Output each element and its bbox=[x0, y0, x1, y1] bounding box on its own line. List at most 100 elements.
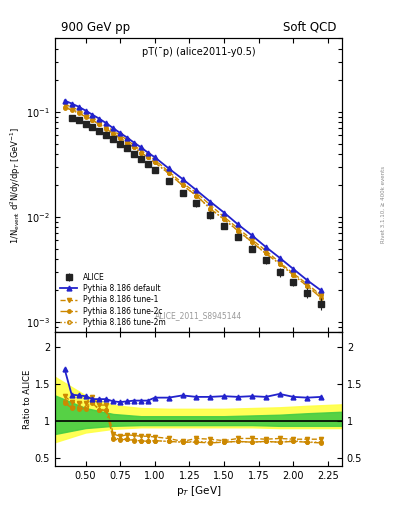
Pythia 8.186 tune-1 bbox=[180, 180, 185, 186]
Pythia 8.186 tune-2m bbox=[145, 154, 150, 160]
Pythia 8.186 tune-2m bbox=[305, 283, 310, 289]
Pythia 8.186 tune-1 bbox=[194, 190, 199, 196]
Pythia 8.186 tune-1 bbox=[208, 202, 213, 208]
Pythia 8.186 tune-2c bbox=[263, 250, 268, 257]
Line: Pythia 8.186 tune-2m: Pythia 8.186 tune-2m bbox=[63, 105, 323, 297]
Pythia 8.186 default bbox=[180, 176, 185, 182]
Pythia 8.186 tune-2m bbox=[277, 261, 282, 267]
Pythia 8.186 default bbox=[111, 125, 116, 131]
Pythia 8.186 tune-2m bbox=[76, 109, 81, 115]
Pythia 8.186 default bbox=[97, 116, 102, 122]
Pythia 8.186 default bbox=[118, 130, 123, 136]
Pythia 8.186 tune-2m bbox=[250, 239, 254, 245]
Pythia 8.186 tune-2c bbox=[291, 272, 296, 278]
Pythia 8.186 tune-2c bbox=[208, 206, 213, 212]
Pythia 8.186 tune-2c bbox=[83, 114, 88, 120]
Pythia 8.186 tune-2m bbox=[236, 228, 241, 234]
Pythia 8.186 tune-1 bbox=[139, 147, 143, 154]
Pythia 8.186 tune-1 bbox=[319, 292, 323, 298]
Pythia 8.186 tune-2m bbox=[111, 130, 116, 136]
Pythia 8.186 tune-2c bbox=[194, 193, 199, 199]
Pythia 8.186 default bbox=[291, 266, 296, 272]
Pythia 8.186 tune-2m bbox=[104, 125, 108, 131]
Pythia 8.186 tune-2c bbox=[69, 107, 74, 113]
Pythia 8.186 tune-2m bbox=[222, 216, 226, 222]
Pythia 8.186 tune-2m bbox=[132, 144, 136, 151]
Pythia 8.186 default bbox=[69, 100, 74, 106]
Pythia 8.186 tune-2c bbox=[277, 261, 282, 267]
Pythia 8.186 tune-2c bbox=[125, 140, 129, 146]
Pythia 8.186 default bbox=[166, 165, 171, 172]
Pythia 8.186 tune-1 bbox=[277, 259, 282, 265]
Pythia 8.186 tune-1 bbox=[166, 168, 171, 175]
Pythia 8.186 tune-1 bbox=[236, 225, 241, 231]
Pythia 8.186 default bbox=[319, 287, 323, 293]
Pythia 8.186 tune-2c bbox=[132, 144, 136, 151]
Pythia 8.186 default bbox=[208, 199, 213, 205]
Pythia 8.186 tune-2c bbox=[145, 154, 150, 160]
Text: ALICE_2011_S8945144: ALICE_2011_S8945144 bbox=[155, 312, 242, 321]
Text: Rivet 3.1.10, ≥ 400k events: Rivet 3.1.10, ≥ 400k events bbox=[381, 166, 386, 243]
Pythia 8.186 tune-1 bbox=[132, 142, 136, 148]
Pythia 8.186 tune-1 bbox=[222, 214, 226, 220]
Pythia 8.186 tune-2c bbox=[76, 110, 81, 116]
Pythia 8.186 tune-2m bbox=[208, 206, 213, 212]
Pythia 8.186 default bbox=[194, 187, 199, 193]
Pythia 8.186 default bbox=[277, 254, 282, 261]
Pythia 8.186 tune-2m bbox=[152, 159, 157, 165]
X-axis label: p$_T$ [GeV]: p$_T$ [GeV] bbox=[176, 483, 221, 498]
Pythia 8.186 tune-2m bbox=[194, 193, 199, 199]
Legend: ALICE, Pythia 8.186 default, Pythia 8.186 tune-1, Pythia 8.186 tune-2c, Pythia 8: ALICE, Pythia 8.186 default, Pythia 8.18… bbox=[59, 271, 167, 329]
Pythia 8.186 tune-2m bbox=[180, 182, 185, 188]
Pythia 8.186 default bbox=[83, 108, 88, 114]
Pythia 8.186 tune-2c bbox=[118, 135, 123, 141]
Line: Pythia 8.186 tune-1: Pythia 8.186 tune-1 bbox=[62, 102, 323, 297]
Pythia 8.186 tune-2c bbox=[236, 228, 241, 234]
Pythia 8.186 tune-1 bbox=[111, 128, 116, 134]
Pythia 8.186 tune-2c bbox=[250, 239, 254, 245]
Pythia 8.186 default bbox=[139, 144, 143, 151]
Pythia 8.186 default bbox=[132, 140, 136, 146]
Pythia 8.186 tune-1 bbox=[104, 123, 108, 130]
Pythia 8.186 default bbox=[152, 154, 157, 160]
Pythia 8.186 tune-1 bbox=[263, 247, 268, 253]
Text: Soft QCD: Soft QCD bbox=[283, 21, 336, 34]
Pythia 8.186 tune-2m bbox=[139, 150, 143, 156]
Pythia 8.186 tune-1 bbox=[62, 101, 67, 108]
Pythia 8.186 default bbox=[263, 244, 268, 250]
Pythia 8.186 tune-2c bbox=[111, 131, 116, 137]
Pythia 8.186 default bbox=[250, 232, 254, 239]
Pythia 8.186 tune-2m bbox=[97, 121, 102, 127]
Pythia 8.186 tune-2m bbox=[90, 117, 95, 123]
Pythia 8.186 tune-2m bbox=[125, 140, 129, 146]
Pythia 8.186 tune-2m bbox=[319, 292, 323, 298]
Pythia 8.186 tune-2c bbox=[305, 283, 310, 289]
Pythia 8.186 default bbox=[236, 221, 241, 227]
Pythia 8.186 default bbox=[104, 120, 108, 126]
Pythia 8.186 default bbox=[62, 98, 67, 104]
Pythia 8.186 tune-1 bbox=[125, 137, 129, 143]
Pythia 8.186 tune-1 bbox=[69, 104, 74, 110]
Pythia 8.186 tune-1 bbox=[97, 118, 102, 124]
Pythia 8.186 tune-1 bbox=[118, 132, 123, 138]
Text: pT(¯p) (alice2011-y0.5): pT(¯p) (alice2011-y0.5) bbox=[141, 47, 255, 57]
Pythia 8.186 default bbox=[222, 209, 226, 216]
Pythia 8.186 tune-2m bbox=[62, 103, 67, 110]
Pythia 8.186 default bbox=[145, 150, 150, 156]
Pythia 8.186 tune-2m bbox=[291, 272, 296, 278]
Pythia 8.186 tune-2c bbox=[139, 150, 143, 156]
Pythia 8.186 tune-1 bbox=[90, 115, 95, 121]
Pythia 8.186 tune-2m bbox=[83, 113, 88, 119]
Pythia 8.186 tune-1 bbox=[291, 270, 296, 276]
Pythia 8.186 tune-2m bbox=[69, 106, 74, 112]
Pythia 8.186 default bbox=[90, 112, 95, 118]
Y-axis label: 1/N$_{\rm event}$ d$^2$N/dy/dp$_T$ [GeV$^{-1}$]: 1/N$_{\rm event}$ d$^2$N/dy/dp$_T$ [GeV$… bbox=[9, 127, 24, 244]
Y-axis label: Ratio to ALICE: Ratio to ALICE bbox=[23, 370, 32, 429]
Pythia 8.186 tune-2m bbox=[263, 250, 268, 257]
Pythia 8.186 tune-2c bbox=[62, 104, 67, 111]
Pythia 8.186 tune-2m bbox=[118, 135, 123, 141]
Pythia 8.186 tune-2m bbox=[166, 170, 171, 177]
Line: Pythia 8.186 default: Pythia 8.186 default bbox=[62, 98, 323, 293]
Pythia 8.186 tune-1 bbox=[76, 107, 81, 113]
Pythia 8.186 default bbox=[305, 277, 310, 283]
